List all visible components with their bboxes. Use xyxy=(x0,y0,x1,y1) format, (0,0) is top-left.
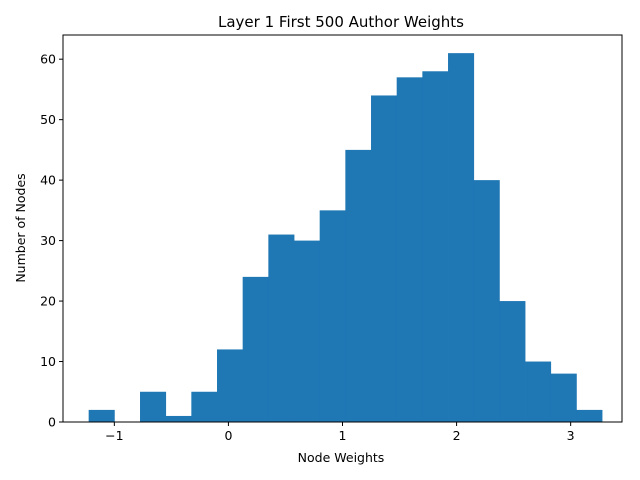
x-tick-label: 1 xyxy=(339,428,347,443)
histogram-bar xyxy=(217,349,244,422)
histogram-bar xyxy=(191,391,218,422)
x-tick-label: −1 xyxy=(105,428,123,443)
y-axis: 0 10 20 30 40 50 60 xyxy=(40,52,63,430)
histogram-bar xyxy=(371,95,398,422)
histogram-bar xyxy=(294,240,321,422)
histogram-bar xyxy=(550,373,577,422)
histogram-bar xyxy=(422,71,449,422)
y-tick-label: 30 xyxy=(40,233,56,248)
y-tick-label: 20 xyxy=(40,294,56,309)
histogram-bar xyxy=(525,361,552,422)
y-tick-label: 0 xyxy=(48,415,56,430)
y-tick-label: 10 xyxy=(40,354,56,369)
y-tick-label: 50 xyxy=(40,112,56,127)
bars-group xyxy=(88,53,603,422)
x-axis-label: Node Weights xyxy=(298,450,385,465)
chart-title: Layer 1 First 500 Author Weights xyxy=(218,13,464,31)
histogram-bar xyxy=(140,391,167,422)
histogram-bar xyxy=(473,180,500,422)
y-tick-label: 60 xyxy=(40,52,56,67)
y-tick-label: 40 xyxy=(40,173,56,188)
histogram-bar xyxy=(396,77,423,422)
histogram-bar xyxy=(499,301,526,422)
x-tick-label: 3 xyxy=(567,428,575,443)
histogram-bar xyxy=(88,409,115,422)
y-axis-label: Number of Nodes xyxy=(13,173,28,282)
histogram-bar xyxy=(345,149,372,422)
histogram-bar xyxy=(576,409,603,422)
x-tick-label: 2 xyxy=(453,428,461,443)
histogram-bar xyxy=(319,210,346,422)
histogram-bar xyxy=(268,234,295,422)
histogram-bar xyxy=(242,276,269,422)
histogram-bar xyxy=(165,415,192,422)
x-tick-label: 0 xyxy=(224,428,232,443)
x-axis: −1 0 1 2 3 xyxy=(105,422,575,443)
histogram-bar xyxy=(448,53,475,422)
